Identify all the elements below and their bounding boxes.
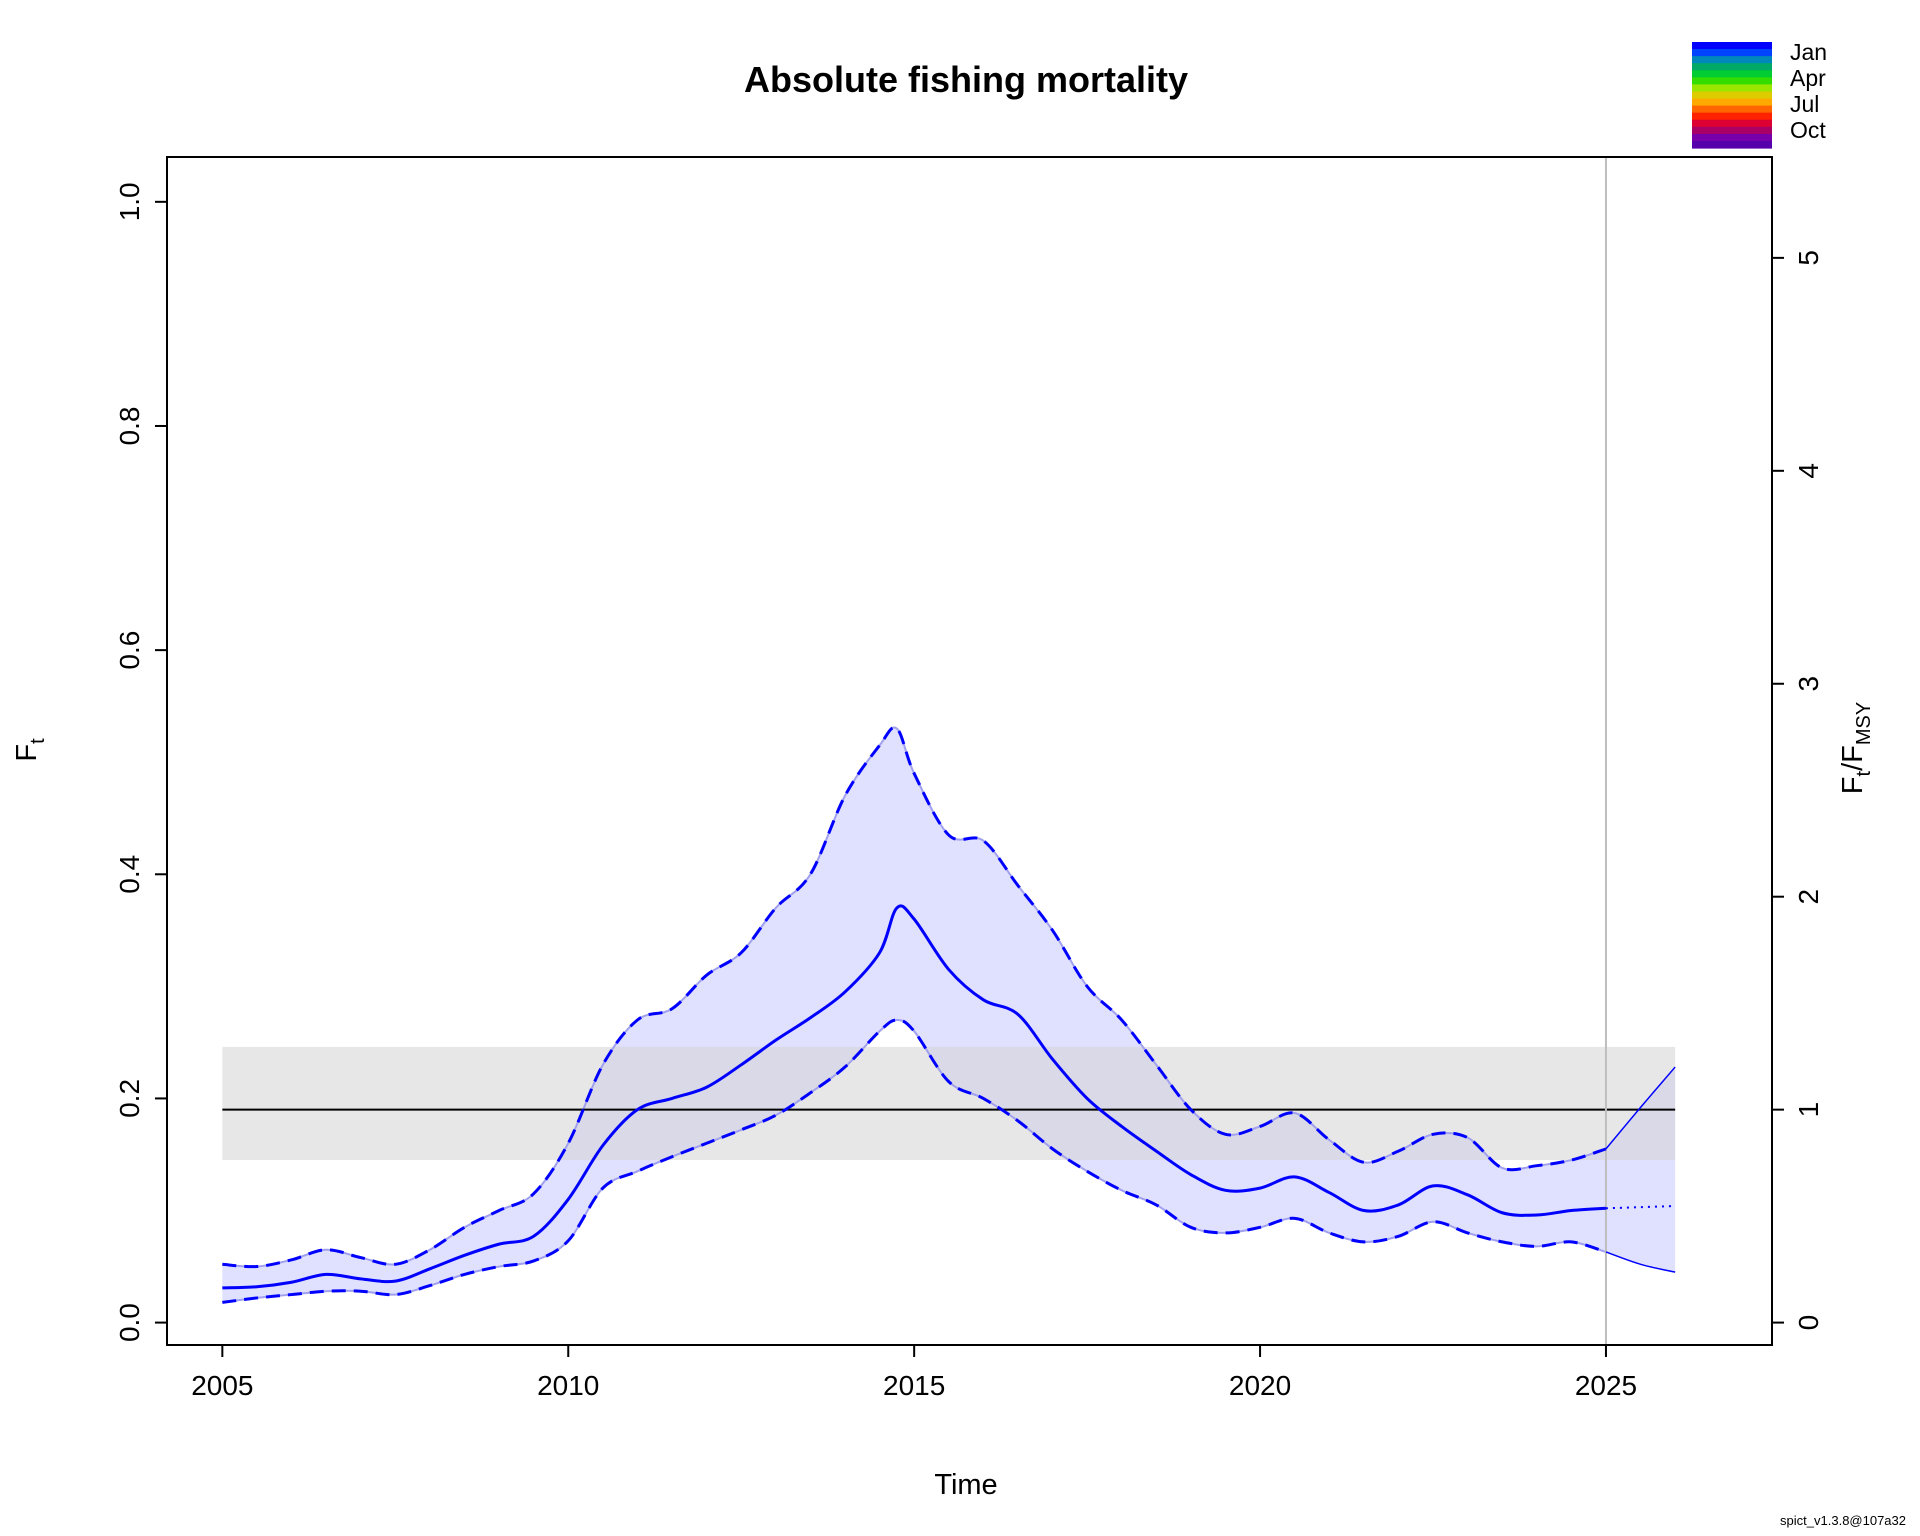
y2-axis-label-main: F bbox=[1837, 776, 1869, 794]
season-legend-swatch bbox=[1692, 98, 1772, 107]
season-legend-swatch bbox=[1692, 126, 1772, 135]
season-legend-swatch bbox=[1692, 56, 1772, 64]
season-legend-label: Jul bbox=[1790, 91, 1819, 117]
version-footer: spict_v1.3.8@107a32 bbox=[1780, 1513, 1906, 1528]
x-tick-label: 2015 bbox=[883, 1370, 945, 1401]
y-axis-label-main: F bbox=[11, 744, 43, 762]
y-tick-label: 0.8 bbox=[114, 407, 145, 446]
chart-title: Absolute fishing mortality bbox=[744, 59, 1188, 100]
season-legend-label: Apr bbox=[1790, 65, 1826, 91]
series-lower-ci-forecast bbox=[1605, 1251, 1676, 1273]
y2-tick-label: 3 bbox=[1793, 676, 1824, 692]
y2-tick-label: 0 bbox=[1793, 1315, 1824, 1331]
series-upper-ci-forecast bbox=[1605, 1066, 1676, 1150]
season-legend-swatch bbox=[1692, 49, 1772, 57]
y-tick-label: 0.0 bbox=[114, 1303, 145, 1342]
y2-axis-label-den-sub: MSY bbox=[1853, 702, 1875, 745]
series-f-forecast bbox=[1605, 1205, 1676, 1210]
x-tick-label: 2020 bbox=[1229, 1370, 1291, 1401]
season-legend-swatch bbox=[1692, 133, 1772, 142]
plot-layer: 2005 2010 2015 2020 2025 0.0 0.2 0.4 0.6 0.8 1.0 0 1… bbox=[114, 156, 1824, 1401]
season-legend-swatch bbox=[1692, 77, 1772, 85]
series-lower-ci bbox=[222, 1018, 1607, 1304]
y2-tick-label: 2 bbox=[1793, 889, 1824, 905]
y2-tick-label: 4 bbox=[1793, 463, 1824, 479]
series-f-estimate bbox=[222, 904, 1607, 1290]
season-legend-swatch bbox=[1692, 63, 1772, 71]
y2-axis-label: Ft/FMSY bbox=[1837, 702, 1875, 794]
season-legend-label: Jan bbox=[1790, 39, 1827, 65]
season-legend-swatch bbox=[1692, 140, 1772, 149]
y2-axis-label-sub: t bbox=[1853, 770, 1875, 776]
y-tick-label: 0.2 bbox=[114, 1079, 145, 1118]
y2-tick-label: 5 bbox=[1793, 250, 1824, 266]
season-legend-swatch bbox=[1692, 84, 1772, 93]
x-axis-label: Time bbox=[934, 1469, 997, 1501]
y2-tick-label: 1 bbox=[1793, 1102, 1824, 1118]
season-legend-swatch bbox=[1692, 91, 1772, 100]
season-legend-swatch bbox=[1692, 105, 1772, 114]
series-upper-ci bbox=[222, 726, 1607, 1269]
x-tick-label: 2025 bbox=[1575, 1370, 1637, 1401]
fmsy-ci-band bbox=[222, 1046, 1676, 1161]
season-legend-label: Oct bbox=[1790, 117, 1826, 143]
y-tick-label: 1.0 bbox=[114, 182, 145, 221]
y-tick-label: 0.6 bbox=[114, 631, 145, 670]
season-legend-swatch bbox=[1692, 70, 1772, 78]
season-legend-swatch bbox=[1692, 112, 1772, 121]
y-axis-label-sub: t bbox=[27, 738, 49, 744]
y-tick-label: 0.4 bbox=[114, 855, 145, 894]
y-axis-label: Ft bbox=[11, 738, 49, 762]
y2-axis-label-den: F bbox=[1837, 745, 1869, 763]
season-legend-swatch bbox=[1692, 42, 1772, 50]
season-legend-swatch bbox=[1692, 119, 1772, 128]
ci-band bbox=[222, 727, 1606, 1303]
y2-axis-label-slash: / bbox=[1837, 762, 1869, 771]
x-tick-label: 2005 bbox=[191, 1370, 253, 1401]
x-tick-label: 2010 bbox=[537, 1370, 599, 1401]
